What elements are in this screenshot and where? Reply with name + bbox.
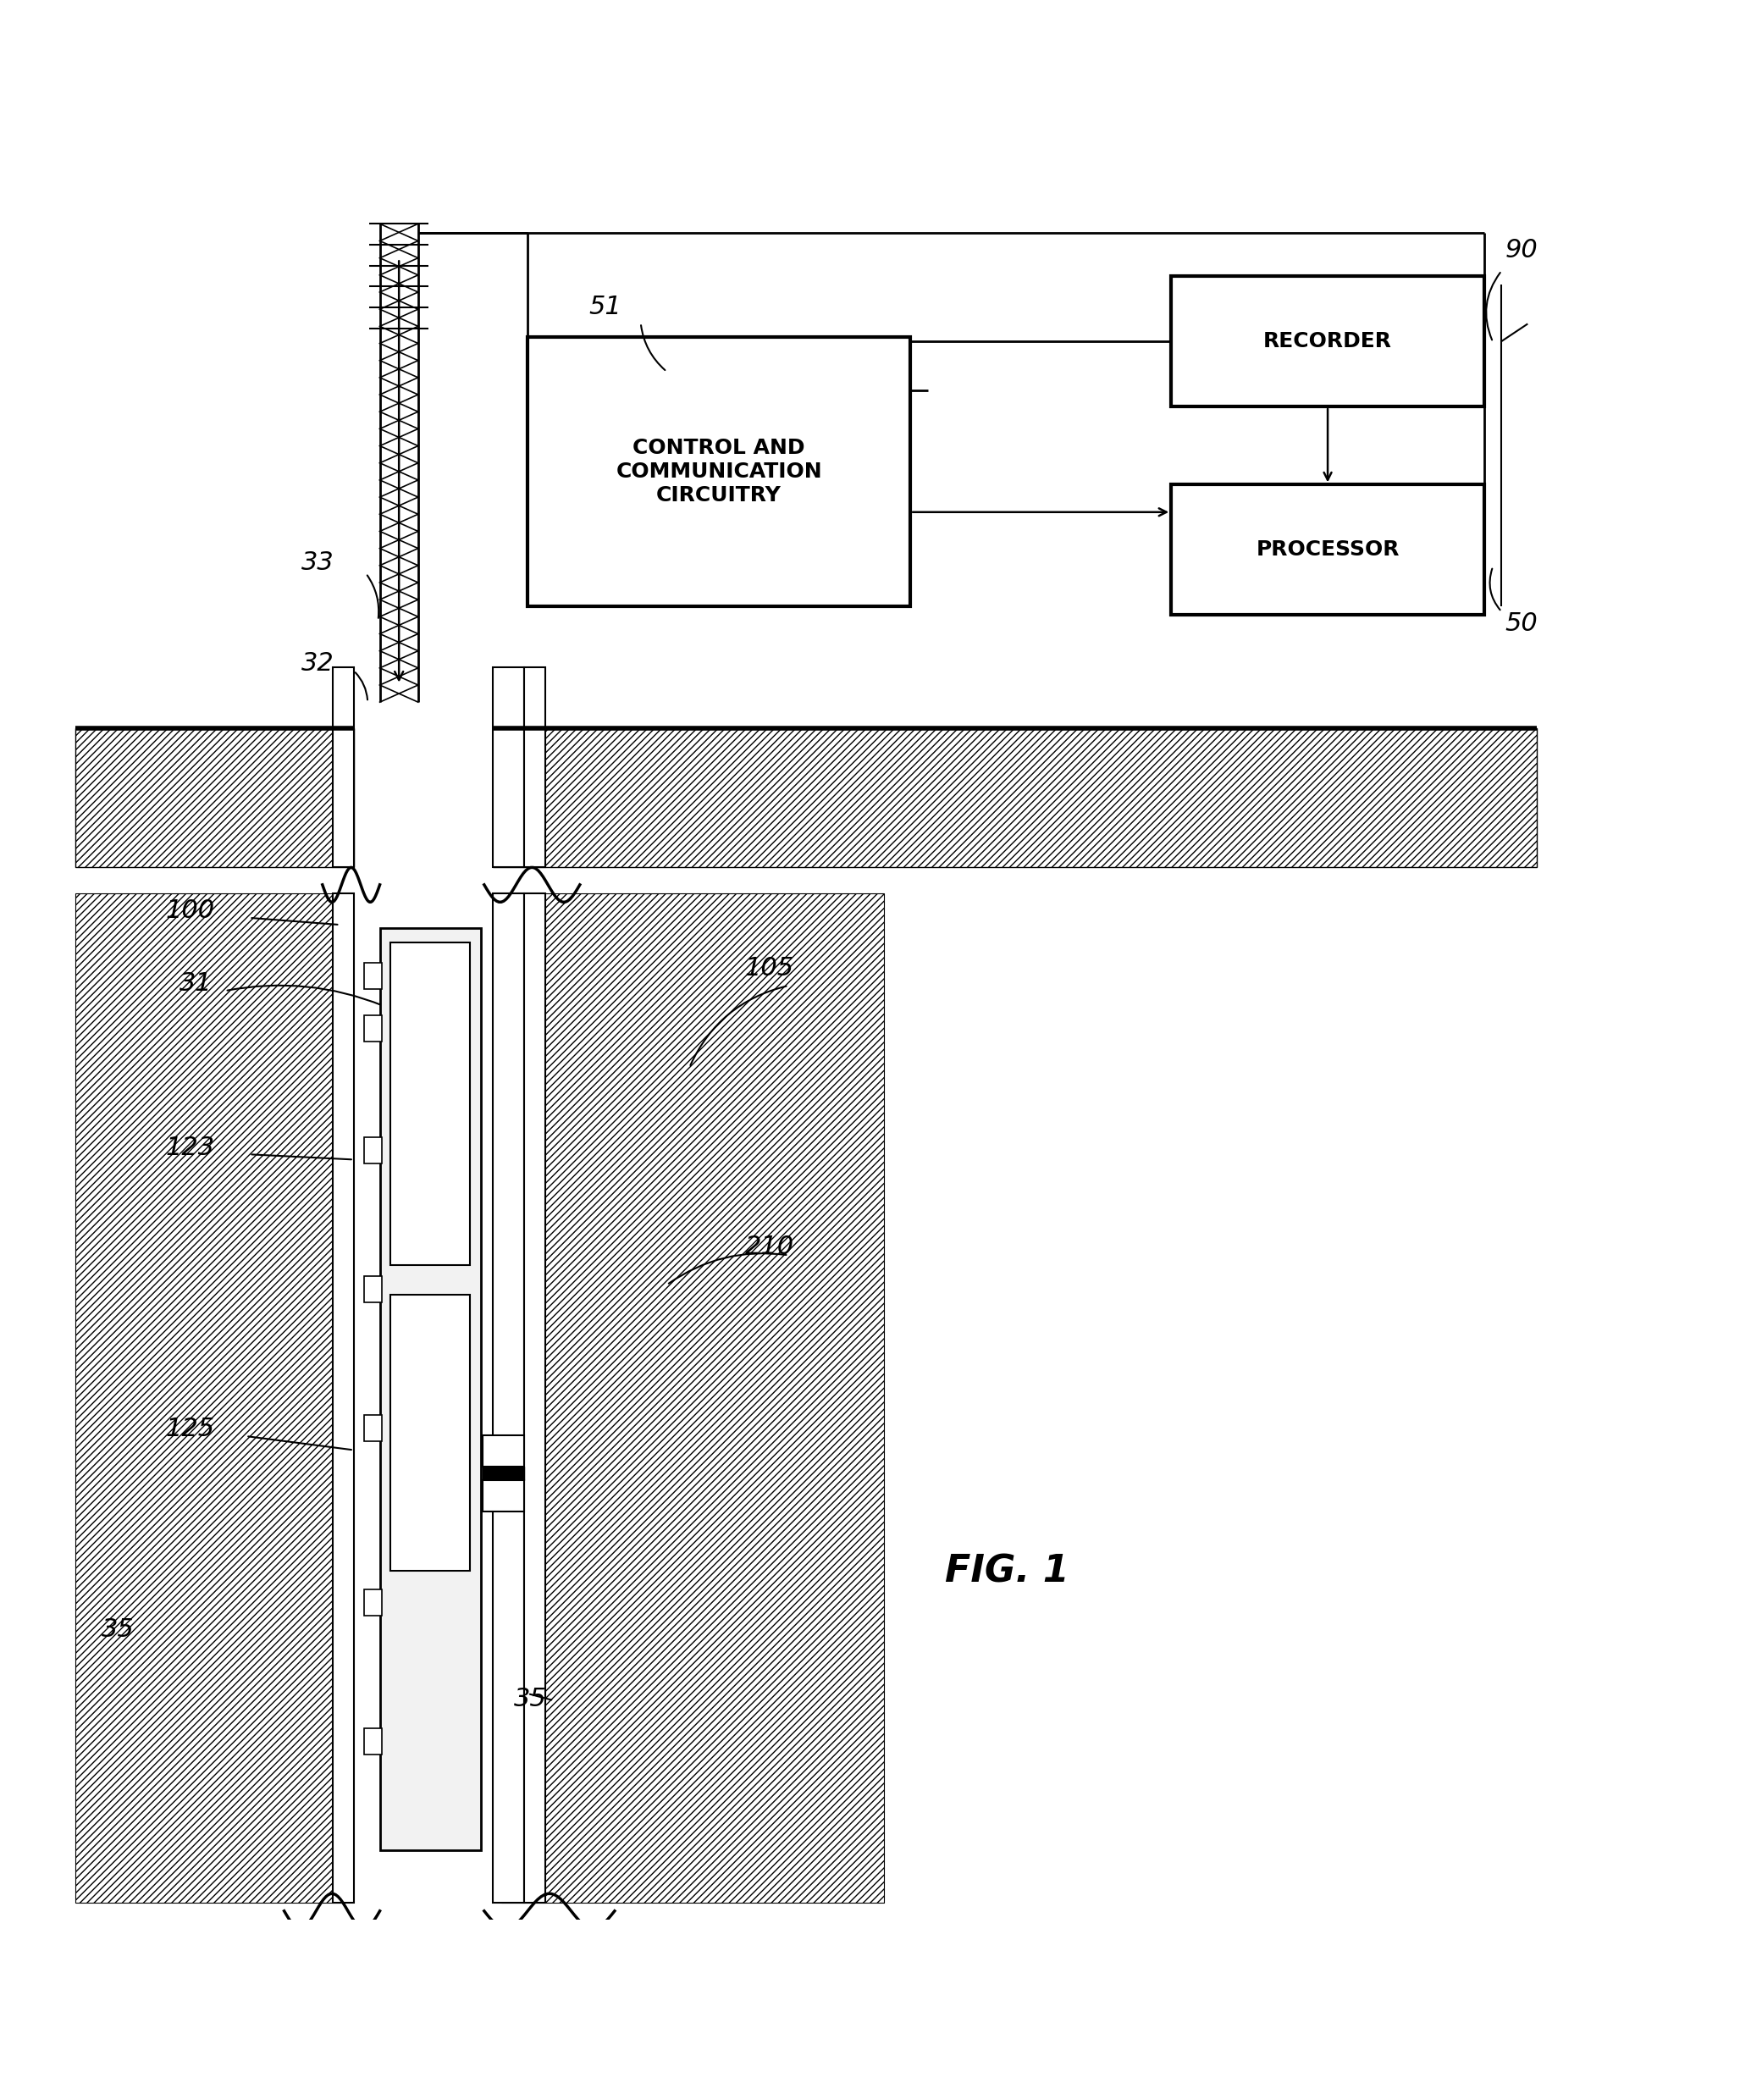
Bar <box>390 943 471 1264</box>
Text: 100: 100 <box>166 899 215 924</box>
Bar <box>364 1136 382 1163</box>
Text: 125: 125 <box>166 1418 215 1441</box>
Text: 50: 50 <box>1506 611 1537 636</box>
Text: CONTROL AND
COMMUNICATION
CIRCUITRY: CONTROL AND COMMUNICATION CIRCUITRY <box>616 439 823 506</box>
Bar <box>501 892 884 1903</box>
Bar <box>1171 485 1485 615</box>
Bar <box>483 1434 524 1466</box>
Bar <box>364 964 382 989</box>
Bar <box>364 1415 382 1441</box>
Text: 32: 32 <box>301 651 334 676</box>
Bar <box>524 892 545 1903</box>
Text: FIG. 1: FIG. 1 <box>946 1554 1070 1590</box>
Text: 105: 105 <box>746 956 795 981</box>
Text: RECORDER: RECORDER <box>1264 332 1392 351</box>
Text: 35: 35 <box>513 1686 546 1712</box>
Bar <box>492 668 524 867</box>
Bar <box>492 729 1536 867</box>
Bar <box>390 1294 471 1571</box>
Bar <box>1171 275 1485 407</box>
Text: 90: 90 <box>1506 237 1537 262</box>
Text: 31: 31 <box>180 972 212 995</box>
Bar <box>527 336 911 607</box>
Bar <box>483 1466 524 1481</box>
Bar <box>75 892 345 1903</box>
Bar <box>364 1277 382 1302</box>
Bar <box>75 729 354 867</box>
Text: 35: 35 <box>102 1617 135 1642</box>
Bar <box>333 892 354 1903</box>
Text: PROCESSOR: PROCESSOR <box>1255 540 1399 561</box>
Text: 51: 51 <box>588 294 622 319</box>
Bar <box>364 1728 382 1754</box>
Bar <box>364 1590 382 1615</box>
Bar <box>364 1014 382 1042</box>
Bar <box>524 668 545 867</box>
Text: 33: 33 <box>301 550 334 575</box>
Bar <box>483 1480 524 1512</box>
Bar <box>333 668 354 867</box>
Text: 210: 210 <box>746 1235 795 1258</box>
Bar <box>492 892 524 1903</box>
Bar <box>380 928 482 1850</box>
Text: 123: 123 <box>166 1136 215 1159</box>
